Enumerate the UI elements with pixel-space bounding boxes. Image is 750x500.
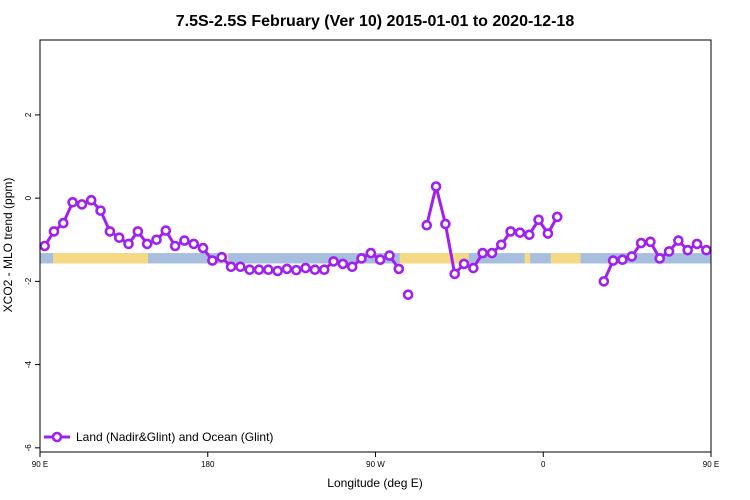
data-point <box>57 217 69 229</box>
data-point <box>365 247 377 259</box>
data-point <box>104 226 116 237</box>
data-point <box>253 264 265 276</box>
y-tick-label: 0 <box>24 195 33 200</box>
data-point <box>654 253 666 264</box>
data-point <box>635 237 647 249</box>
data-point <box>216 251 228 263</box>
data-point <box>263 264 274 276</box>
data-point <box>402 289 414 300</box>
x-tick-label: 90 W <box>366 460 385 469</box>
x-tick-label: 90 E <box>32 460 48 469</box>
data-point <box>505 226 516 237</box>
data-point <box>551 211 563 223</box>
x-tick-label: 90 E <box>703 460 719 469</box>
data-point <box>132 226 144 237</box>
data-point <box>449 268 461 280</box>
x-tick-label: 180 <box>201 460 215 469</box>
data-point <box>188 238 200 250</box>
data-point <box>197 242 209 254</box>
data-point <box>533 214 544 226</box>
series-land-ocean <box>39 181 712 300</box>
data-point <box>393 263 405 275</box>
y-tick-label: 2 <box>24 112 33 117</box>
data-point <box>701 244 712 256</box>
data-point <box>281 263 293 275</box>
data-point <box>356 253 367 264</box>
data-point <box>113 232 125 243</box>
data-point <box>430 181 442 192</box>
data-point <box>160 225 172 236</box>
data-point <box>421 219 433 231</box>
y-tick-label: -4 <box>24 361 33 369</box>
data-point <box>458 258 470 270</box>
data-point <box>141 238 153 250</box>
y-tick-label: -6 <box>24 444 33 452</box>
land-band-segment <box>53 253 149 264</box>
land-band-segment <box>524 253 531 264</box>
data-point <box>39 240 50 252</box>
data-point <box>374 254 386 266</box>
data-point <box>48 226 60 237</box>
legend-marker <box>51 431 63 443</box>
data-point <box>207 255 218 266</box>
legend-label: Land (Nadir&Glint) and Ocean (Glint) <box>76 430 273 444</box>
data-point <box>309 264 321 276</box>
data-point <box>598 276 610 287</box>
data-point <box>337 258 349 270</box>
data-point <box>617 254 628 266</box>
data-point <box>318 264 330 276</box>
data-point <box>663 246 675 257</box>
data-point <box>95 205 106 216</box>
data-point <box>514 227 526 238</box>
chart-title: 7.5S-2.5S February (Ver 10) 2015-01-01 t… <box>176 13 575 30</box>
data-point <box>607 255 619 266</box>
data-point <box>673 235 684 246</box>
data-point <box>244 264 255 276</box>
land-band-segment <box>550 253 581 264</box>
data-point <box>328 256 339 267</box>
data-point <box>272 265 283 277</box>
legend: Land (Nadir&Glint) and Ocean (Glint) <box>44 430 273 444</box>
data-point <box>477 247 488 259</box>
data-point <box>682 244 694 256</box>
data-point <box>67 197 78 208</box>
data-point <box>496 239 507 251</box>
x-axis-label: Longitude (deg E) <box>327 476 422 490</box>
y-axis-label: XCO2 - MLO trend (ppm) <box>1 178 15 313</box>
x-tick-label: 0 <box>541 460 546 469</box>
data-point <box>179 235 190 246</box>
data-point <box>468 262 479 274</box>
data-point <box>123 238 134 250</box>
data-point <box>300 262 311 274</box>
data-point <box>542 228 554 239</box>
data-point <box>626 251 638 262</box>
data-point <box>691 238 703 250</box>
plot-frame <box>39 39 712 453</box>
data-point <box>290 264 302 276</box>
data-point <box>523 229 535 241</box>
data-point <box>440 218 451 230</box>
data-point <box>225 261 237 273</box>
data-point <box>486 247 498 259</box>
data-point <box>151 234 162 246</box>
data-point <box>76 199 88 210</box>
land-band-segment <box>399 253 469 264</box>
data-point <box>235 261 246 273</box>
data-point <box>346 261 358 273</box>
data-point <box>384 250 395 261</box>
data-point <box>169 240 181 252</box>
y-tick-label: -2 <box>24 277 33 285</box>
data-point <box>645 236 656 248</box>
data-point <box>85 194 97 206</box>
axes: 90 E 180 90 W 0 90 E 2 0 -2 -4 -6 <box>24 112 719 469</box>
